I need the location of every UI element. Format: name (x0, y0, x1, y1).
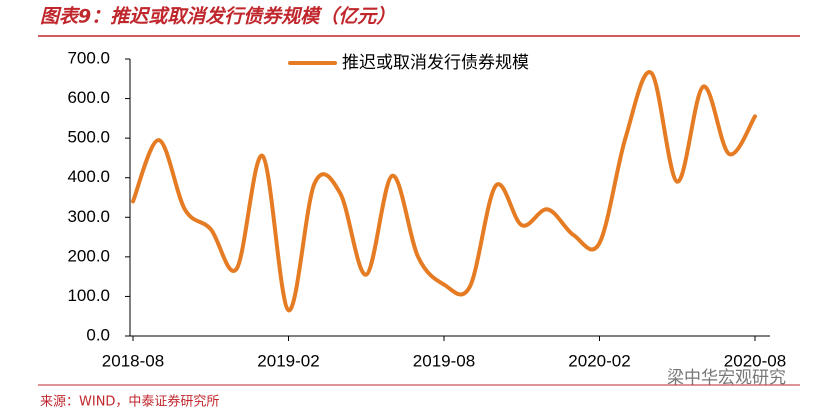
x-tick-label: 2020-08 (724, 351, 786, 370)
y-tick-label: 100.0 (67, 286, 110, 305)
y-tick-label: 700.0 (67, 48, 110, 67)
y-tick-label: 200.0 (67, 246, 110, 265)
x-tick-label: 2019-08 (413, 351, 475, 370)
source: 来源：WIND，中泰证券研究所 (40, 394, 219, 410)
watermark: 梁中华宏观研究 (667, 368, 786, 388)
x-tick-label: 2020-02 (568, 351, 630, 370)
chart-title: 图表9：推迟或取消发行债券规模（亿元） (40, 6, 395, 28)
y-tick-label: 400.0 (67, 167, 110, 186)
y-tick-label: 500.0 (67, 128, 110, 147)
y-tick-label: 300.0 (67, 207, 110, 226)
x-tick-label: 2018-08 (102, 351, 164, 370)
y-tick-label: 0.0 (86, 325, 110, 344)
legend-label: 推迟或取消发行债券规模 (342, 53, 529, 73)
y-tick-label: 600.0 (67, 88, 110, 107)
x-tick-label: 2019-02 (257, 351, 319, 370)
line (131, 70, 757, 313)
